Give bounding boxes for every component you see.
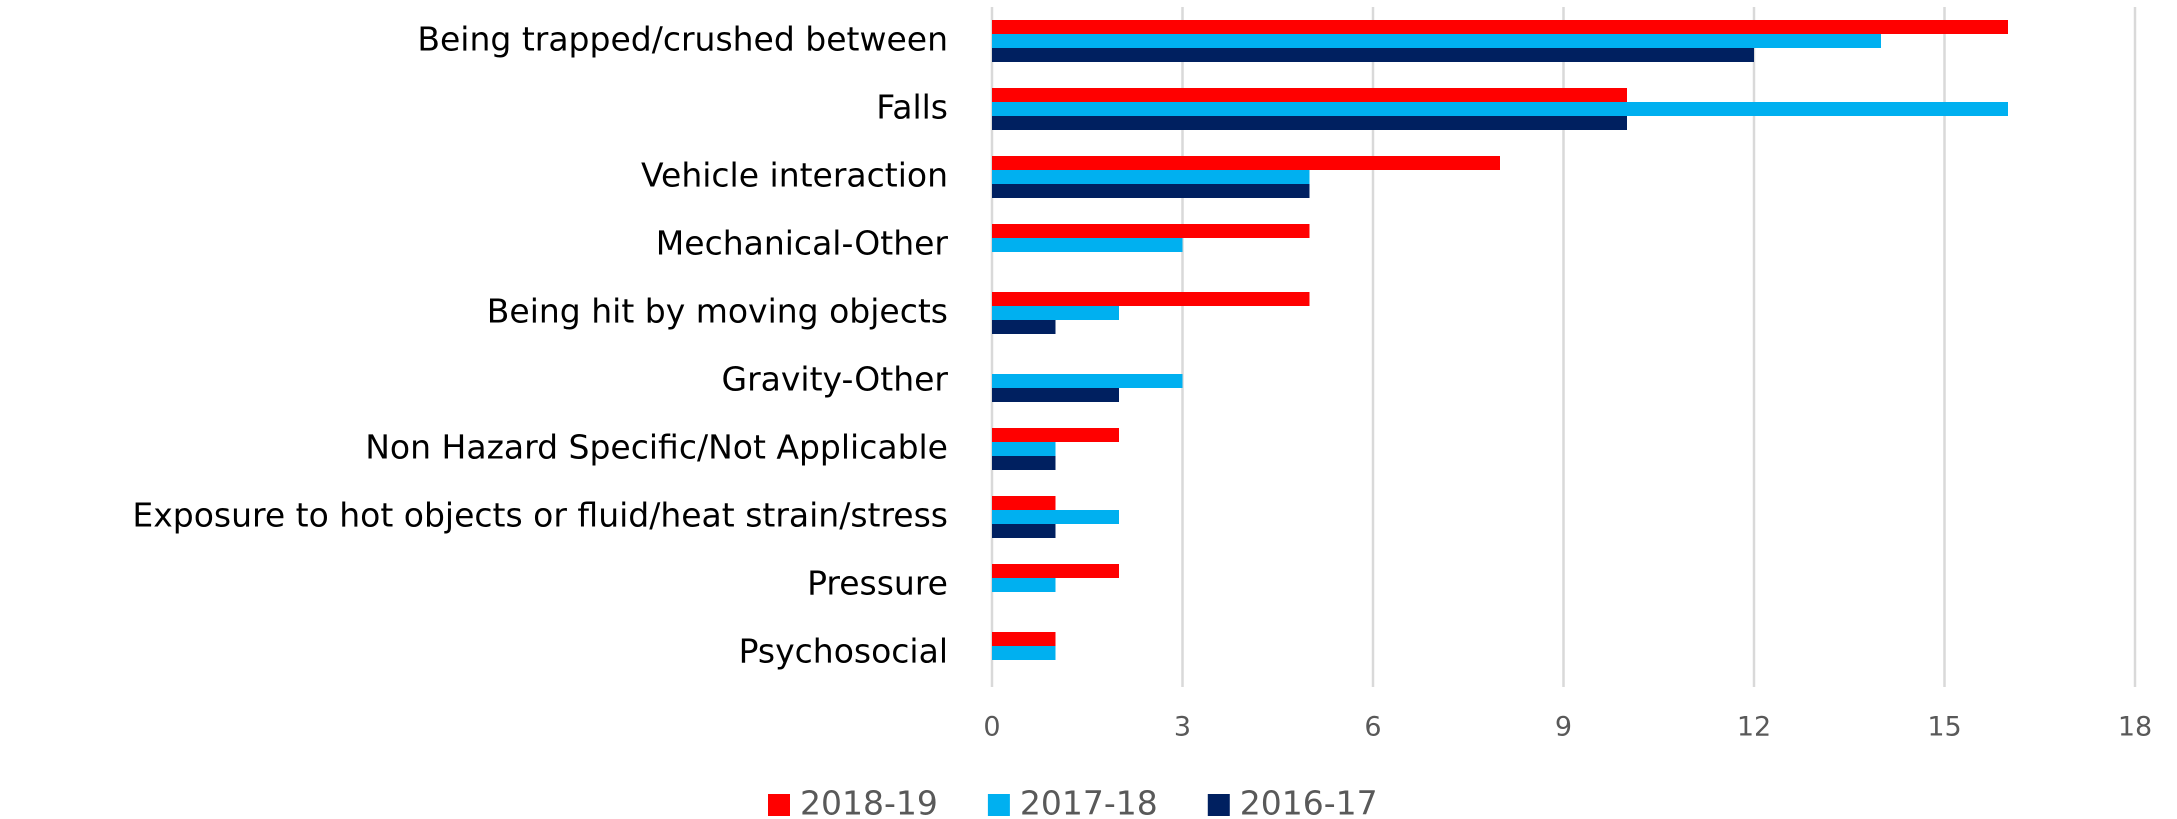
bar bbox=[992, 388, 1119, 402]
category-label: Exposure to hot objects or fluid/heat st… bbox=[132, 496, 948, 535]
bar bbox=[992, 510, 1119, 524]
category-label: Being hit by moving objects bbox=[487, 292, 948, 331]
bar bbox=[992, 224, 1310, 238]
bar bbox=[992, 20, 2008, 34]
legend-label: 2018-19 bbox=[800, 784, 938, 819]
category-label: Gravity-Other bbox=[722, 360, 949, 399]
x-tick-label: 3 bbox=[1174, 712, 1191, 743]
legend-swatch bbox=[987, 794, 1010, 816]
bar bbox=[992, 238, 1183, 252]
bar bbox=[992, 292, 1310, 306]
legend-label: 2016-17 bbox=[1240, 784, 1378, 819]
category-label: Vehicle interaction bbox=[641, 156, 948, 195]
bar bbox=[992, 442, 1056, 456]
bar bbox=[992, 632, 1056, 646]
x-tick-label: 15 bbox=[1927, 712, 1961, 743]
x-tick-label: 9 bbox=[1555, 712, 1572, 743]
category-label: Non Hazard Specific/Not Applicable bbox=[365, 428, 948, 467]
bar bbox=[992, 102, 2008, 116]
bar bbox=[992, 116, 1627, 130]
bar bbox=[992, 88, 1627, 102]
bar bbox=[992, 48, 1754, 62]
bar bbox=[992, 496, 1056, 510]
legend-label: 2017-18 bbox=[1020, 784, 1158, 819]
bar bbox=[992, 524, 1056, 538]
x-tick-label: 6 bbox=[1364, 712, 1381, 743]
category-label: Being trapped/crushed between bbox=[417, 20, 948, 59]
bar bbox=[992, 646, 1056, 660]
bar bbox=[992, 374, 1183, 388]
x-tick-label: 0 bbox=[983, 712, 1000, 743]
bar bbox=[992, 184, 1310, 198]
bar bbox=[992, 34, 1881, 48]
x-tick-label: 18 bbox=[2118, 712, 2152, 743]
legend-swatch bbox=[768, 794, 790, 816]
legend-swatch bbox=[1207, 794, 1230, 816]
bar bbox=[992, 428, 1119, 442]
category-label: Mechanical-Other bbox=[656, 224, 949, 263]
bar bbox=[992, 306, 1119, 320]
bar bbox=[992, 564, 1119, 578]
bar bbox=[992, 156, 1500, 170]
bar bbox=[992, 456, 1056, 470]
bar bbox=[992, 578, 1056, 592]
category-label: Pressure bbox=[807, 564, 948, 603]
x-tick-label: 12 bbox=[1737, 712, 1771, 743]
category-label: Psychosocial bbox=[739, 632, 948, 671]
category-label: Falls bbox=[876, 88, 948, 127]
bar bbox=[992, 320, 1056, 334]
bar bbox=[992, 170, 1310, 184]
